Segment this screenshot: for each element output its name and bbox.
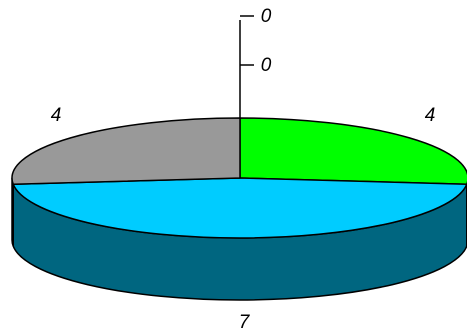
slice-label-4: 0: [261, 55, 272, 76]
slice-label-2: 4: [51, 105, 62, 126]
pie-slice-0: [239, 117, 467, 186]
slice-label-3: 0: [261, 6, 272, 27]
pie-side-wall-2: [11, 177, 14, 247]
pie-slice-1: [12, 177, 467, 239]
pie-slice-2: [11, 117, 241, 186]
slice-label-1: 7: [239, 312, 251, 329]
slice-label-0: 4: [425, 105, 436, 126]
